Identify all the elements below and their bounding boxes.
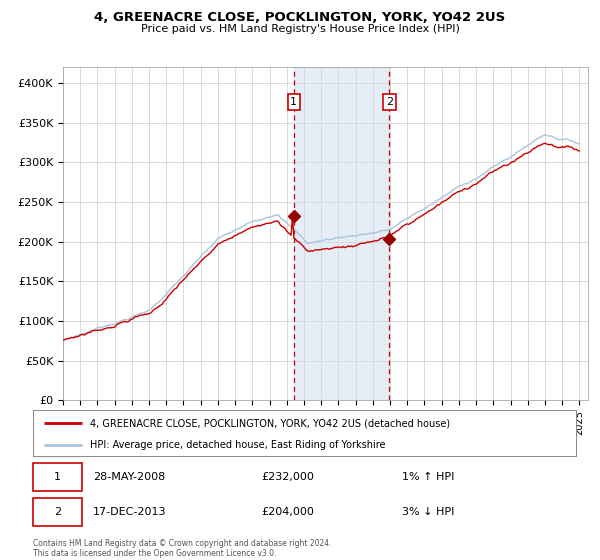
Text: £204,000: £204,000 [261,507,314,517]
Text: 1: 1 [54,472,61,482]
Text: 4, GREENACRE CLOSE, POCKLINGTON, YORK, YO42 2US (detached house): 4, GREENACRE CLOSE, POCKLINGTON, YORK, Y… [90,418,450,428]
Bar [294,67,389,400]
Text: Price paid vs. HM Land Registry's House Price Index (HPI): Price paid vs. HM Land Registry's House … [140,24,460,34]
Text: 1% ↑ HPI: 1% ↑ HPI [402,472,455,482]
Text: 28-MAY-2008: 28-MAY-2008 [93,472,165,482]
Text: 2: 2 [386,97,393,107]
Text: 3% ↓ HPI: 3% ↓ HPI [402,507,455,517]
Text: Contains HM Land Registry data © Crown copyright and database right 2024.
This d: Contains HM Land Registry data © Crown c… [33,539,331,558]
Text: £232,000: £232,000 [261,472,314,482]
Text: 2: 2 [54,507,61,517]
Text: 1: 1 [290,97,298,107]
Text: 4, GREENACRE CLOSE, POCKLINGTON, YORK, YO42 2US: 4, GREENACRE CLOSE, POCKLINGTON, YORK, Y… [94,11,506,24]
Text: 17-DEC-2013: 17-DEC-2013 [93,507,166,517]
Text: HPI: Average price, detached house, East Riding of Yorkshire: HPI: Average price, detached house, East… [90,440,386,450]
FancyBboxPatch shape [33,498,82,526]
FancyBboxPatch shape [33,463,82,491]
